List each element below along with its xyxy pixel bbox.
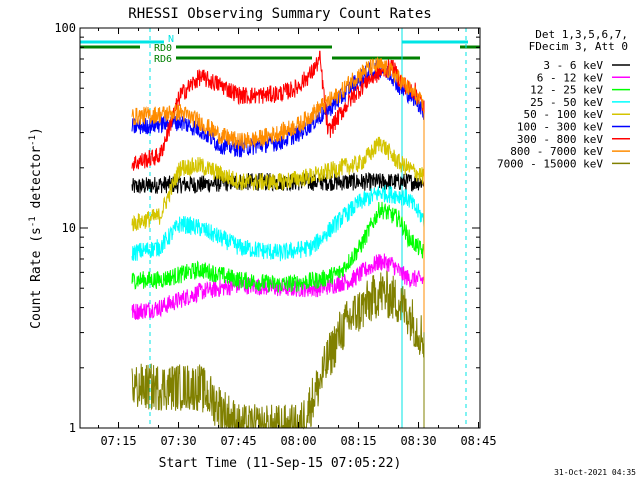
- series-line: [131, 270, 425, 430]
- legend-label: 6 - 12 keV: [537, 71, 604, 84]
- y-tick-label: 1: [69, 421, 76, 435]
- x-axis-label: Start Time (11-Sep-15 07:05:22): [159, 456, 402, 471]
- y-tick-label: 10: [62, 221, 76, 235]
- x-tick-label: 07:30: [160, 434, 196, 448]
- x-tick-label: 08:15: [340, 434, 376, 448]
- series-line: [131, 50, 425, 428]
- flag-label: RD6: [154, 54, 172, 65]
- x-tick-label: 07:15: [100, 434, 136, 448]
- series-line: [131, 201, 425, 428]
- legend-label: 25 - 50 keV: [530, 96, 603, 109]
- y-tick-label: 100: [54, 21, 76, 35]
- legend-label: 3 - 6 keV: [543, 59, 603, 72]
- legend-label: 50 - 100 keV: [524, 108, 604, 121]
- x-tick-label: 08:45: [460, 434, 496, 448]
- x-tick-label: 07:45: [220, 434, 256, 448]
- x-axis: 07:15 07:30 07:45 08:00 08:15 08:30 08:45: [98, 28, 497, 448]
- legend-header: Det 1,3,5,6,7,: [535, 28, 628, 41]
- flag-label: RD0: [154, 43, 172, 54]
- x-tick-label: 08:00: [280, 434, 316, 448]
- series-line: [131, 184, 425, 428]
- legend-label: 100 - 300 keV: [517, 121, 603, 134]
- x-tick-label: 08:30: [400, 434, 436, 448]
- chart-title: RHESSI Observing Summary Count Rates: [128, 6, 431, 22]
- legend-label: 300 - 800 keV: [517, 133, 603, 146]
- series-line: [131, 171, 425, 428]
- legend-label: 800 - 7000 keV: [510, 145, 603, 158]
- legend: Det 1,3,5,6,7,FDecim 3, Att 0 3 - 6 keV6 …: [497, 28, 630, 170]
- series-lines: [131, 50, 425, 430]
- flag-label: N: [168, 34, 174, 45]
- series-line: [131, 56, 425, 428]
- y-axis-label: Count Rate (s-1 detector-1): [28, 127, 44, 329]
- y-axis: 1 10 100: [54, 21, 480, 435]
- legend-label: 7000 - 15000 keV: [497, 157, 603, 170]
- series-line: [131, 136, 425, 428]
- plot-timestamp: 31-Oct-2021 04:35: [554, 468, 636, 477]
- legend-header: FDecim 3, Att 0: [529, 40, 628, 53]
- legend-label: 12 - 25 keV: [530, 84, 603, 97]
